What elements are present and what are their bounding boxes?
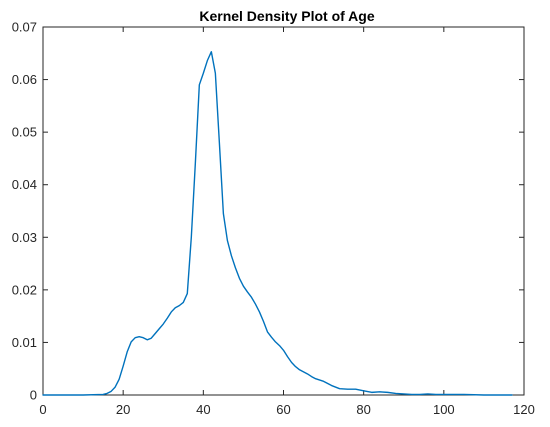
- x-tick-label: 120: [513, 402, 535, 417]
- x-tick-label: 80: [356, 402, 370, 417]
- chart-title: Kernel Density Plot of Age: [199, 8, 375, 24]
- y-tick-label: 0.07: [12, 20, 37, 35]
- y-tick-label: 0.02: [12, 282, 37, 297]
- y-tick-label: 0.05: [12, 125, 37, 140]
- y-tick-label: 0: [30, 388, 37, 403]
- x-tick-label: 40: [196, 402, 210, 417]
- axes-box: [42, 26, 525, 396]
- x-tick-label: 100: [433, 402, 455, 417]
- y-tick-label: 0.03: [12, 230, 37, 245]
- x-tick-label: 0: [39, 402, 46, 417]
- y-tick-label: 0.04: [12, 177, 37, 192]
- y-tick-label: 0.06: [12, 72, 37, 87]
- density-line: [42, 51, 513, 396]
- x-tick-label: 20: [116, 402, 130, 417]
- y-tick-label: 0.01: [12, 335, 37, 350]
- x-tick-label: 60: [276, 402, 290, 417]
